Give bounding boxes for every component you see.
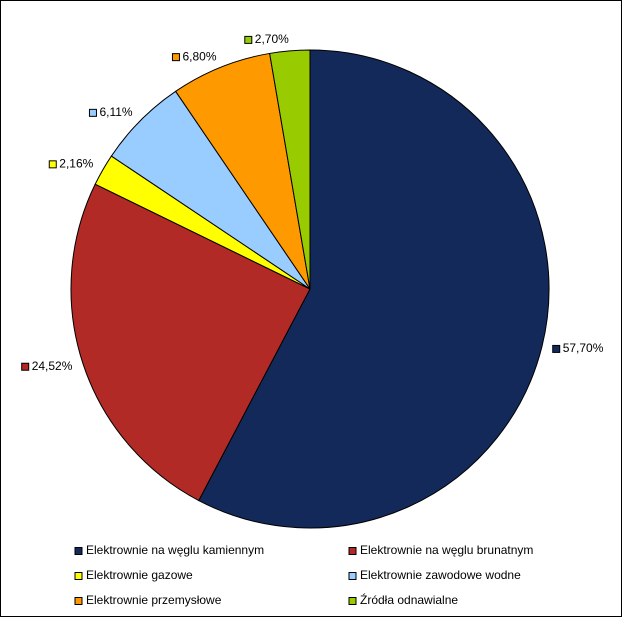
- legend-label: Elektrownie zawodowe wodne: [360, 568, 521, 582]
- label-swatch: [244, 35, 253, 44]
- label-swatch: [171, 53, 180, 62]
- legend-label: Elektrownie na węglu brunatnym: [360, 543, 533, 557]
- legend-swatch: [348, 547, 357, 555]
- legend-swatch: [74, 597, 83, 605]
- data-label: 24,52%: [32, 359, 73, 373]
- data-label: 6,80%: [182, 49, 216, 63]
- label-swatch: [88, 108, 97, 117]
- legend-label: Elektrownie przemysłowe: [86, 593, 222, 607]
- data-label: 2,70%: [255, 32, 289, 46]
- legend-label: Elektrownie na węglu kamiennym: [86, 543, 264, 557]
- legend-swatch: [348, 572, 357, 580]
- data-label: 57,70%: [563, 341, 604, 355]
- pie-slice: [198, 49, 550, 529]
- data-label: 6,11%: [99, 105, 132, 119]
- label-swatch: [552, 344, 561, 353]
- label-swatch: [21, 362, 30, 371]
- legend-label: Elektrownie gazowe: [86, 568, 193, 582]
- legend-swatch: [74, 547, 83, 555]
- pie-slice: [70, 183, 311, 502]
- legend-swatch: [74, 572, 83, 580]
- pie-slice: [269, 49, 311, 290]
- data-label: 2,16%: [59, 157, 93, 171]
- label-swatch: [48, 160, 57, 169]
- legend-label: Źródła odnawialne: [360, 592, 458, 607]
- legend-swatch: [348, 597, 357, 605]
